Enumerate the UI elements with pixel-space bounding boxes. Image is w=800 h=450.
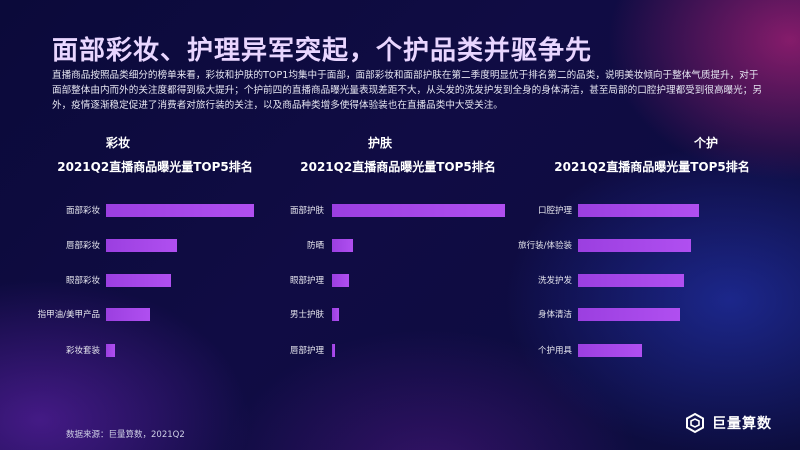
- page-description: 直播商品按照品类细分的榜单来看，彩妆和护肤的TOP1均集中于面部，面部彩妆和面部…: [52, 70, 762, 111]
- bar: [106, 204, 254, 217]
- bar-row: 唇部彩妆: [40, 239, 270, 253]
- bar: [578, 274, 685, 287]
- chart-title: 2021Q2直播商品曝光量TOP5排名: [300, 160, 496, 174]
- category-label: 唇部彩妆: [65, 241, 100, 251]
- bar: [106, 308, 151, 321]
- bar-row: 面部护肤: [278, 204, 518, 218]
- bar: [578, 344, 643, 357]
- bar: [578, 204, 699, 217]
- bar: [332, 239, 353, 252]
- chart-title: 2021Q2直播商品曝光量TOP5排名: [57, 160, 253, 174]
- category-label: 旅行装/体验装: [518, 241, 572, 251]
- bar-row: 个护用具: [532, 344, 772, 358]
- bar-row: 眼部彩妆: [40, 274, 270, 288]
- bar: [106, 344, 115, 357]
- chart-panel-1: 彩妆 2021Q2直播商品曝光量TOP5排名面部彩妆唇部彩妆眼部彩妆指甲油/美甲产…: [37, 134, 270, 374]
- category-label: 彩妆套装: [65, 346, 100, 356]
- bar-row: 身体清洁: [532, 308, 772, 322]
- juliang-logo-icon: [686, 412, 704, 434]
- category-label: 男士护肤: [289, 310, 324, 320]
- category-label: 唇部护理: [289, 346, 324, 356]
- bar: [332, 308, 339, 321]
- brand-name: 巨量算数: [712, 416, 772, 432]
- data-source: 数据来源：巨量算数，2021Q2: [66, 430, 185, 440]
- bar-row: 洗发护发: [532, 274, 772, 288]
- chart-panel-3: 个护 2021Q2直播商品曝光量TOP5排名口腔护理旅行装/体验装洗发护发身体清洁…: [518, 134, 772, 374]
- bar-row: 男士护肤: [278, 308, 518, 322]
- chart-title: 2021Q2直播商品曝光量TOP5排名: [554, 160, 750, 174]
- bar-row: 眼部护理: [278, 274, 518, 288]
- category-label: 面部护肤: [289, 206, 324, 216]
- bar: [332, 274, 350, 287]
- bar-row: 唇部护理: [278, 344, 518, 358]
- brand: 巨量算数: [684, 412, 772, 434]
- chart-category-label: 彩妆: [106, 136, 131, 150]
- bar: [332, 204, 505, 217]
- category-label: 眼部彩妆: [65, 276, 100, 286]
- bar-row: 防晒: [278, 239, 518, 253]
- bar-row: 旅行装/体验装: [518, 239, 772, 253]
- category-label: 洗发护发: [537, 276, 572, 286]
- category-label: 身体清洁: [537, 310, 572, 320]
- category-label: 指甲油/美甲产品: [37, 310, 100, 320]
- page-title: 面部彩妆、护理异军突起，个护品类并驱争先: [52, 36, 593, 66]
- bar-row: 面部彩妆: [40, 204, 270, 218]
- category-label: 口腔护理: [537, 206, 572, 216]
- category-label: 防晒: [306, 241, 324, 251]
- bar: [106, 274, 172, 287]
- chart-category-label: 个护: [694, 136, 719, 150]
- category-label: 面部彩妆: [65, 206, 100, 216]
- chart-category-label: 护肤: [368, 136, 393, 150]
- bar: [578, 239, 691, 252]
- bar: [332, 344, 336, 357]
- category-label: 眼部护理: [289, 276, 324, 286]
- chart-panel-2: 护肤 2021Q2直播商品曝光量TOP5排名面部护肤防晒眼部护理男士护肤唇部护理: [278, 134, 518, 374]
- bar-row: 指甲油/美甲产品: [37, 308, 270, 322]
- bar: [578, 308, 680, 321]
- category-label: 个护用具: [537, 346, 572, 356]
- bar-row: 彩妆套装: [40, 344, 270, 358]
- bar: [106, 239, 178, 252]
- bar-row: 口腔护理: [532, 204, 772, 218]
